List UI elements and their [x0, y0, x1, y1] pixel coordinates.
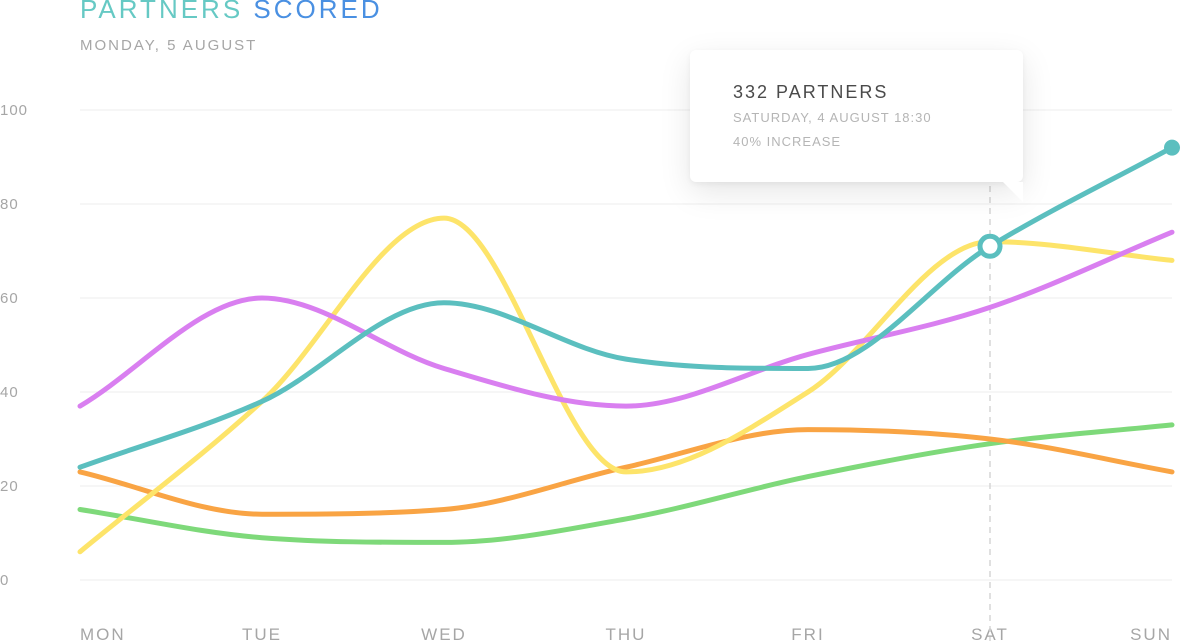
y-tick-label: 40 — [0, 384, 19, 401]
tooltip-date: SATURDAY, 4 AUGUST 18:30 — [733, 110, 932, 125]
series-line-4 — [77, 422, 1175, 545]
y-tick-label: 80 — [0, 196, 19, 213]
y-tick-label: 60 — [0, 290, 19, 307]
x-tick-label: FRI — [791, 625, 824, 641]
tooltip-change: 40% INCREASE — [733, 134, 842, 149]
data-tooltip: 332 PARTNERS SATURDAY, 4 AUGUST 18:30 40… — [690, 50, 1023, 202]
series-line-3 — [77, 427, 1175, 517]
y-tick-labels: 0 20 40 60 80 100 — [0, 102, 28, 589]
y-tick-label: 20 — [0, 478, 19, 495]
x-tick-label: SUN — [1130, 625, 1172, 641]
chart-title-part2: SCORED — [253, 0, 383, 24]
series-line-1 — [77, 229, 1175, 409]
chart-subtitle: MONDAY, 5 AUGUST — [80, 37, 258, 54]
chart-title-part1: PARTNERS — [80, 0, 244, 24]
highlight-point[interactable] — [977, 233, 1003, 259]
x-tick-labels: MON TUE WED THU FRI SAT SUN — [80, 625, 1172, 641]
x-tick-label: SAT — [971, 625, 1009, 641]
series-line-2 — [77, 215, 1175, 555]
tooltip-headline: 332 PARTNERS — [733, 82, 889, 102]
x-tick-label: THU — [606, 625, 647, 641]
y-tick-label: 0 — [0, 572, 9, 589]
series-end-point[interactable] — [1164, 139, 1180, 156]
x-tick-label: TUE — [242, 625, 282, 641]
y-tick-label: 100 — [0, 102, 28, 119]
series-layer — [77, 145, 1175, 555]
chart-title: PARTNERS SCORED — [80, 0, 383, 25]
tooltip-arrow — [1003, 182, 1023, 202]
x-tick-label: MON — [80, 625, 126, 641]
marker-layer — [977, 139, 1180, 259]
x-tick-label: WED — [421, 625, 467, 641]
